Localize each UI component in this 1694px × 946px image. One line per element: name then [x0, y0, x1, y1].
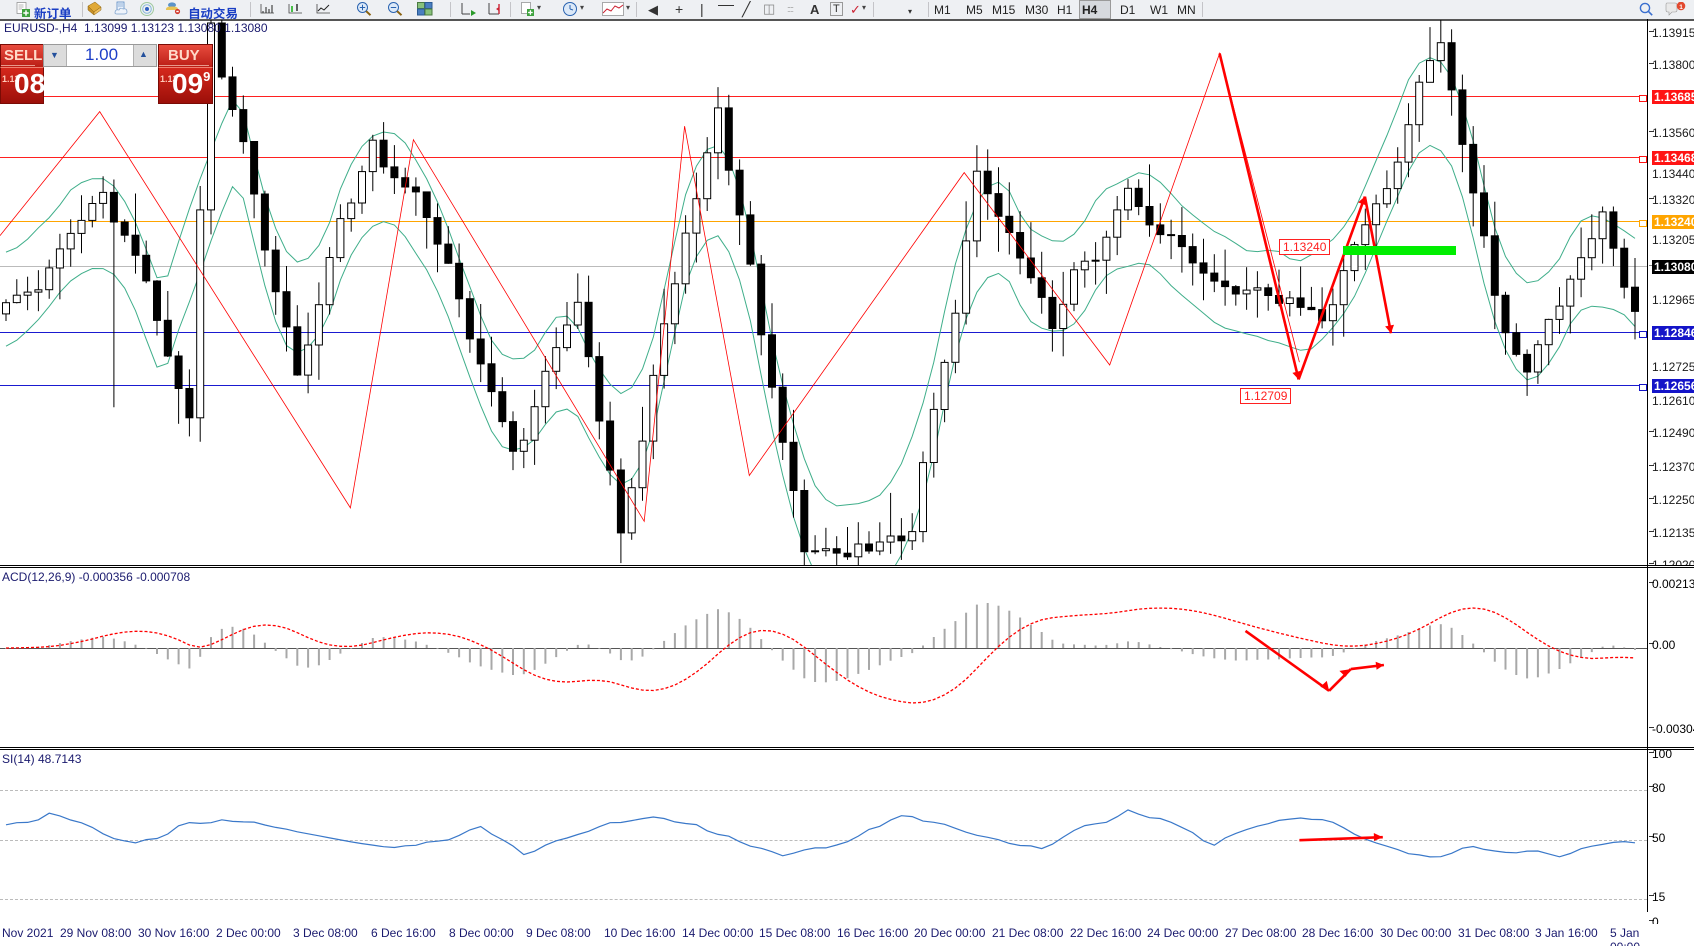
- svg-text:1: 1: [1679, 4, 1683, 11]
